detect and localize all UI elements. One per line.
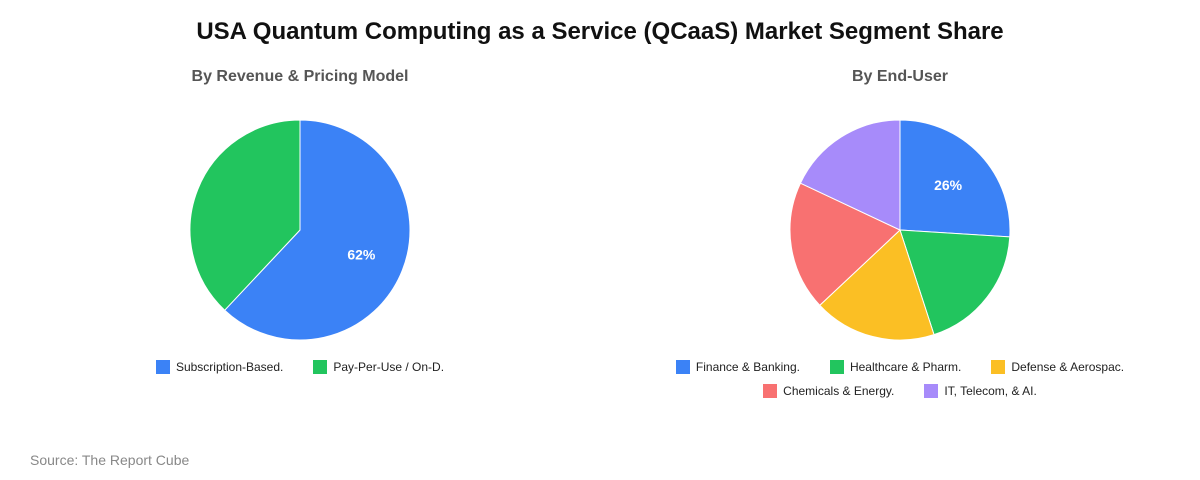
legend-swatch <box>313 360 328 374</box>
chart-subtitle: By End-User <box>851 68 949 85</box>
legend-row: Finance & Banking. Healthcare & Pharm. Def… <box>600 360 1200 374</box>
legend-label: Pay-Per-Use / On-D. <box>333 360 445 374</box>
chart-subtitle: By Revenue & Pricing Model <box>191 68 409 85</box>
legend-label: Finance & Banking. <box>695 360 800 374</box>
pie-slice <box>899 119 1011 238</box>
legend-label: IT, Telecom, & AI. <box>944 384 1037 398</box>
legend-swatch <box>924 384 939 398</box>
legend-label: Subscription-Based. <box>175 360 284 374</box>
pie-slice <box>223 119 411 341</box>
chart-legend: Subscription-Based. Pay-Per-Use / On-D. <box>0 360 600 384</box>
legend-row: Chemicals & Energy. IT, Telecom, & AI. <box>600 384 1200 398</box>
legend-item[interactable]: Pay-Per-Use / On-D. <box>313 360 444 374</box>
legend-item[interactable]: Chemicals & Energy. <box>763 384 894 398</box>
legend-item[interactable]: IT, Telecom, & AI. <box>924 384 1037 398</box>
pie-slice <box>899 229 1011 336</box>
legend-row: Subscription-Based. Pay-Per-Use / On-D. <box>0 360 600 374</box>
legend-swatch <box>675 360 690 374</box>
slice-value-label: 62% <box>347 246 376 262</box>
pie-slice <box>789 182 901 307</box>
legend-label: Healthcare & Pharm. <box>849 360 962 374</box>
pie-slice <box>189 119 301 311</box>
legend-swatch <box>829 360 844 374</box>
legend-item[interactable]: Healthcare & Pharm. <box>829 360 962 374</box>
page-title: USA Quantum Computing as a Service (QCaa… <box>196 18 1004 45</box>
pie-slice <box>799 119 901 231</box>
pie-svg: 62% <box>189 119 411 341</box>
pie-svg: 26% <box>789 119 1011 341</box>
revenue-pricing-pie-chart: By Revenue & Pricing Model 62% Subscript… <box>0 60 600 420</box>
chart-legend: Finance & Banking. Healthcare & Pharm. Def… <box>600 360 1200 408</box>
legend-label: Chemicals & Energy. <box>783 384 895 398</box>
legend-item[interactable]: Subscription-Based. <box>155 360 284 374</box>
pie-slice <box>819 229 935 341</box>
legend-swatch <box>155 360 170 374</box>
end-user-pie-chart: By End-User 26% Finance & Banking. Health… <box>600 60 1200 420</box>
legend-swatch <box>991 360 1006 374</box>
legend-item[interactable]: Defense & Aerospac. <box>991 360 1124 374</box>
source-note: Source: The Report Cube <box>30 452 190 468</box>
legend-swatch <box>763 384 778 398</box>
slice-value-label: 26% <box>934 177 963 193</box>
legend-label: Defense & Aerospac. <box>1011 360 1125 374</box>
legend-item[interactable]: Finance & Banking. <box>675 360 800 374</box>
